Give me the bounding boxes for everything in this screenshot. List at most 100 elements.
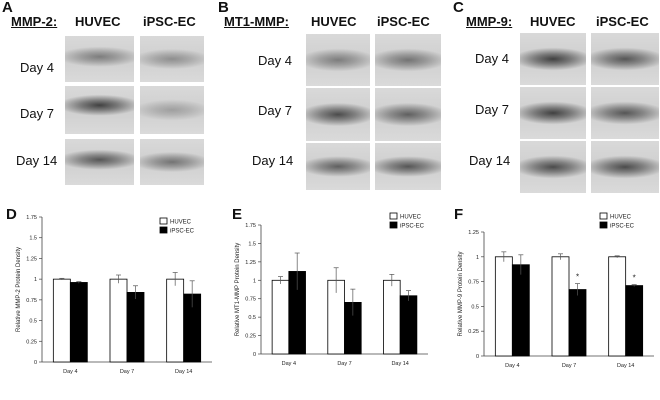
legend-swatch — [389, 212, 398, 220]
bar-huvec-day-14 — [383, 279, 401, 355]
x-tick-label: Day 7 — [562, 363, 576, 369]
y-tick-label: 1.5 — [29, 236, 37, 242]
panel-b-col2: iPSC-EC — [377, 14, 430, 29]
panel-b-row-day7: Day 7 — [258, 103, 292, 118]
panel-label-f: F — [454, 206, 464, 223]
panel-b-protein: MT1-MMP: — [224, 14, 289, 29]
bar-ipsc-ec-day-7 — [568, 289, 587, 357]
blot-strip — [140, 36, 204, 82]
y-tick-label: 1.75 — [26, 215, 37, 221]
panel-a-row-day4: Day 4 — [20, 60, 54, 75]
y-tick-label: 1.5 — [248, 241, 256, 247]
blot-strip — [65, 139, 134, 185]
y-tick-label: 0.5 — [248, 315, 256, 321]
significance-marker: * — [633, 274, 636, 283]
y-tick-label: 0 — [34, 360, 37, 366]
bar-huvec-day-4 — [52, 278, 71, 363]
panel-a-col2: iPSC-EC — [143, 14, 196, 29]
y-tick-label: 0 — [253, 352, 256, 358]
blot-strip — [375, 88, 441, 141]
panel-label-b: B — [218, 0, 229, 16]
x-tick-label: Day 7 — [337, 361, 351, 367]
y-axis-label: Relative MMP-2 Protein Density — [16, 247, 22, 332]
y-tick-label: 0.5 — [471, 304, 479, 310]
bar-ipsc-ec-day-4 — [69, 282, 88, 363]
legend-label: iPSC-EC — [170, 229, 195, 235]
bar-ipsc-ec-day-14 — [399, 295, 418, 355]
significance-marker: * — [576, 273, 579, 282]
y-tick-label: 0.75 — [468, 280, 479, 286]
blot-strip — [140, 86, 204, 134]
panel-label-c: C — [453, 0, 464, 16]
legend-swatch — [159, 226, 168, 234]
panel-c-col2: iPSC-EC — [596, 14, 649, 29]
bar-huvec-day-14 — [608, 256, 627, 357]
y-tick-label: 1 — [253, 278, 256, 284]
chart-mt1mmp: Relative MT1-MMP Protein Density 0 0.25 0.5… — [235, 212, 428, 367]
y-axis-label: Relative MMP-9 Protein Density — [458, 251, 464, 336]
panel-b-row-day14: Day 14 — [252, 153, 294, 168]
blot-strip — [306, 34, 370, 86]
panel-a-protein: MMP-2: — [11, 14, 58, 29]
x-tick-label: Day 7 — [120, 369, 134, 375]
blot-strip — [306, 143, 370, 190]
blot-strip — [65, 86, 134, 134]
x-tick-label: Day 4 — [505, 363, 519, 369]
y-tick-label: 1 — [476, 255, 479, 261]
y-tick-label: 0.25 — [468, 329, 479, 335]
y-tick-label: 1 — [34, 277, 37, 283]
legend-label: iPSC-EC — [610, 224, 635, 230]
bar-ipsc-ec-day-14 — [625, 285, 644, 357]
panel-c-protein: MMP-9: — [466, 14, 513, 29]
bar-ipsc-ec-day-4 — [511, 264, 530, 357]
panel-label-a: A — [2, 0, 13, 16]
blot-strip — [140, 139, 204, 185]
legend-label: HUVEC — [610, 215, 632, 221]
legend-swatch — [159, 217, 168, 225]
chart-mmp2: Relative MMP-2 Protein Density 0 0.25 0.5 0.… — [16, 215, 212, 375]
blot-strip — [520, 33, 586, 85]
panel-label-d: D — [6, 206, 17, 223]
chart-mmp9: Relative MMP-9 Protein Density 0 0.25 0.5 0.… — [458, 212, 654, 369]
blot-strip — [306, 88, 370, 141]
legend-swatch — [599, 221, 608, 229]
y-axis-label: Relative MT1-MMP Protein Density — [235, 243, 241, 337]
legend-label: HUVEC — [400, 215, 422, 221]
x-tick-label: Day 14 — [391, 361, 408, 367]
y-tick-label: 0.5 — [29, 319, 37, 325]
legend-swatch — [599, 212, 608, 220]
panel-c-row-day4: Day 4 — [475, 51, 509, 66]
y-tick-label: 1.25 — [245, 260, 256, 266]
panel-c-col1: HUVEC — [530, 14, 576, 29]
panel-c-header: MMP-9: HUVEC iPSC-EC — [466, 14, 649, 29]
panel-b-header: MT1-MMP: HUVEC iPSC-EC — [224, 14, 430, 29]
y-tick-label: 0.25 — [26, 339, 37, 345]
y-tick-label: 0.25 — [245, 334, 256, 340]
bar-huvec-day-4 — [271, 279, 290, 355]
panel-a-row-day7: Day 7 — [20, 106, 54, 121]
bar-huvec-day-7 — [109, 278, 128, 363]
blot-strip — [591, 141, 659, 193]
x-tick-label: Day 4 — [282, 361, 296, 367]
y-tick-label: 0.75 — [26, 298, 37, 304]
blot-strip — [65, 36, 134, 82]
legend-label: HUVEC — [170, 220, 192, 226]
panel-c-row-day7: Day 7 — [475, 102, 509, 117]
y-tick-label: 0 — [476, 354, 479, 360]
bar-ipsc-ec-day-7 — [126, 292, 145, 363]
panel-a-header: MMP-2: HUVEC iPSC-EC — [11, 14, 196, 29]
panel-label-e: E — [232, 206, 243, 223]
panel-b-row-day4: Day 4 — [258, 53, 292, 68]
y-tick-label: 1.75 — [245, 223, 256, 229]
x-tick-label: Day 14 — [175, 369, 192, 375]
bar-huvec-day-7 — [551, 256, 570, 357]
legend-label: iPSC-EC — [400, 224, 425, 230]
bar-huvec-day-14 — [166, 278, 185, 363]
panel-b-col1: HUVEC — [311, 14, 357, 29]
blot-strip — [591, 87, 659, 139]
panel-c-row-day14: Day 14 — [469, 153, 511, 168]
y-tick-label: 1.25 — [468, 230, 479, 236]
x-tick-label: Day 4 — [63, 369, 77, 375]
blot-strip — [520, 87, 586, 139]
blot-strip — [591, 33, 659, 85]
